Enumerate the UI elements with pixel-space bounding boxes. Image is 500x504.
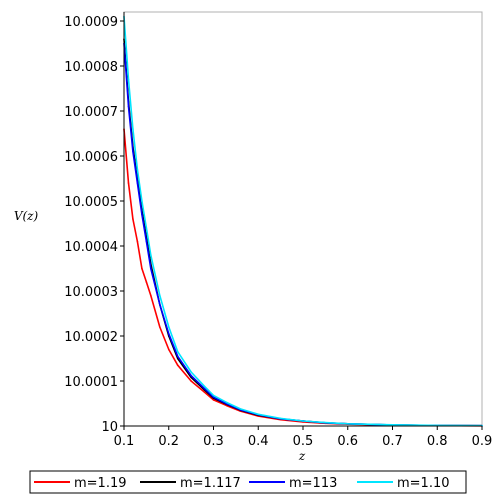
y-tick-label: 10.0008 <box>64 60 118 75</box>
data-point <box>159 303 161 306</box>
y-tick-label: 10.0002 <box>64 330 118 345</box>
x-tick-label: 0.6 <box>337 434 358 449</box>
x-tick-label: 0.3 <box>203 434 224 449</box>
data-point <box>132 128 134 130</box>
data-point <box>141 267 143 270</box>
y-axis-label: V(z) <box>14 209 39 223</box>
data-point <box>190 374 192 377</box>
y-tick-label: 10 <box>101 420 118 435</box>
data-point <box>176 364 179 367</box>
data-point <box>190 371 192 373</box>
data-point <box>176 355 179 358</box>
data-point <box>167 332 170 335</box>
data-point <box>159 294 161 297</box>
legend-label-1: m=1.19 <box>74 476 127 491</box>
y-tick-label: 10.0003 <box>64 285 118 300</box>
data-point <box>136 168 139 171</box>
data-point <box>203 387 206 390</box>
x-tick-label: 0.1 <box>114 434 135 449</box>
data-point <box>346 422 349 425</box>
x-tick-label: 0.4 <box>248 434 269 449</box>
data-point <box>190 380 192 382</box>
data-point <box>145 281 148 283</box>
x-axis-label: z <box>298 449 306 463</box>
y-tick-label: 10.0001 <box>64 375 118 390</box>
data-point <box>132 218 134 220</box>
data-point <box>127 105 130 108</box>
data-point <box>239 408 242 410</box>
x-tick-label: 0.7 <box>382 434 403 449</box>
data-point <box>167 326 170 328</box>
legend-label-4: m=1.10 <box>397 476 450 491</box>
data-point <box>391 424 394 426</box>
data-point <box>136 240 139 243</box>
data-point <box>226 401 228 404</box>
y-tick-label: 10.0007 <box>64 105 118 120</box>
y-axis-ticks: 10 10.0001 10.0002 10.0003 10.0004 10.0005 10.… <box>64 15 124 435</box>
data-point <box>150 294 152 297</box>
data-point <box>136 182 139 184</box>
x-axis-ticks: 0.1 0.2 0.3 0.4 0.5 0.6 0.7 0.8 0.9 <box>114 426 493 449</box>
x-tick-label: 0.9 <box>472 434 493 449</box>
legend-label-2: m=1.117 <box>180 476 241 491</box>
data-point <box>127 182 130 184</box>
legend: m=1.19 m=1.117 m=113 m=1.10 <box>29 470 467 494</box>
data-point <box>212 396 215 399</box>
data-point <box>145 240 148 243</box>
legend-label-3: m=113 <box>289 476 337 491</box>
data-point <box>203 391 206 394</box>
data-point <box>279 417 282 420</box>
data-point <box>212 394 215 397</box>
data-point <box>150 254 152 256</box>
data-point <box>127 78 130 81</box>
data-point <box>302 420 304 422</box>
data-point <box>132 150 134 153</box>
y-tick-label: 10.0004 <box>64 240 118 255</box>
x-tick-label: 0.5 <box>293 434 314 449</box>
series-layer <box>123 15 483 427</box>
series-line-2 <box>123 38 483 427</box>
legend-box <box>29 470 467 494</box>
data-point <box>324 421 327 424</box>
data-point <box>141 200 143 202</box>
y-tick-label: 10.0009 <box>64 15 118 30</box>
data-point <box>212 399 215 401</box>
data-point <box>150 267 152 270</box>
y-tick-label: 10.0006 <box>64 150 118 165</box>
data-point <box>145 227 148 229</box>
data-point <box>203 385 206 388</box>
data-point <box>257 413 260 416</box>
data-point <box>176 350 179 353</box>
data-point <box>167 348 170 351</box>
data-point <box>141 213 143 216</box>
x-tick-label: 0.8 <box>427 434 448 449</box>
x-tick-label: 0.2 <box>158 434 179 449</box>
data-point <box>159 326 161 328</box>
series-line-3 <box>123 43 483 427</box>
series-line-1 <box>123 128 483 427</box>
y-tick-label: 10.0005 <box>64 195 118 210</box>
